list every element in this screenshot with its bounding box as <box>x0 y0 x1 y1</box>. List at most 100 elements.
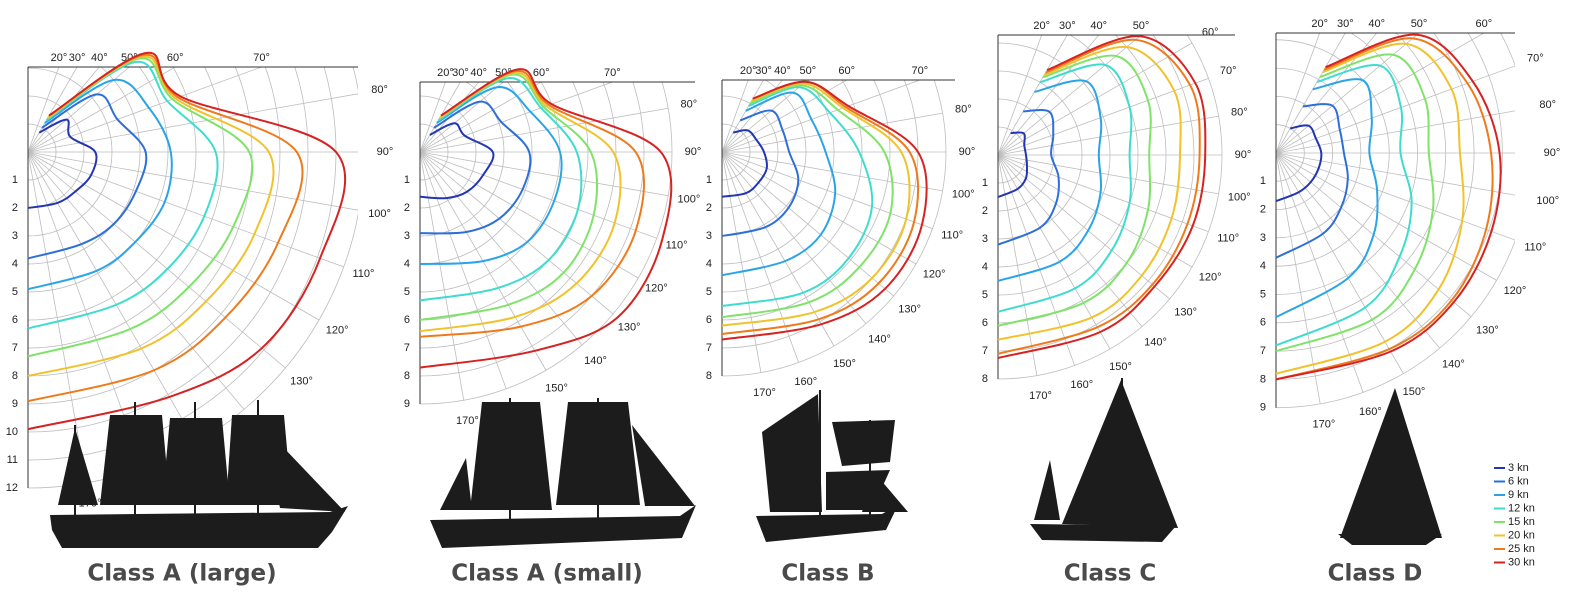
hull <box>50 506 348 548</box>
polar-chart: 12345678920°30°40°50°60°70°80°90°100°110… <box>404 67 701 427</box>
angle-tick-label: 130° <box>898 303 921 315</box>
sail <box>1062 380 1178 528</box>
angle-tick-label: 150° <box>1403 386 1426 398</box>
grid <box>722 80 947 377</box>
chart-title: Class C <box>1064 561 1157 587</box>
r-tick-label: 7 <box>12 342 18 354</box>
r-tick-label: 7 <box>1260 345 1266 357</box>
ship-class-b <box>756 390 908 542</box>
grid-spoke <box>1276 152 1364 393</box>
grid-spoke <box>722 112 943 153</box>
r-tick-label: 1 <box>12 174 18 186</box>
speed-curve <box>27 118 98 209</box>
angle-tick-label: 50° <box>799 65 816 77</box>
r-tick-label: 6 <box>1260 317 1266 329</box>
r-tick-label: 3 <box>404 230 410 242</box>
grid-spoke <box>1276 152 1441 349</box>
angle-tick-label: 50° <box>1133 20 1150 32</box>
polar-chart: 12345678920°30°40°50°60°70°80°90°100°110… <box>1260 18 1561 431</box>
speed-curve <box>27 93 148 260</box>
speed-curve <box>419 70 646 338</box>
grid-arc <box>420 82 645 377</box>
r-tick-label: 1 <box>404 174 410 186</box>
speed-curve <box>27 57 254 358</box>
angle-tick-label: 40° <box>91 52 108 64</box>
speed-curve <box>1275 37 1494 381</box>
r-tick-label: 4 <box>404 258 410 270</box>
speed-curve <box>721 86 874 307</box>
speed-curve <box>1275 53 1435 353</box>
grid-spoke <box>28 67 100 153</box>
angle-tick-label: 60° <box>167 52 184 64</box>
sail <box>762 394 822 512</box>
grid-spoke <box>420 82 614 153</box>
angle-tick-label: 80° <box>1539 99 1556 111</box>
speed-curve <box>419 100 532 235</box>
speed-curve <box>419 71 622 333</box>
angle-tick-label: 30° <box>755 65 772 77</box>
grid-spoke <box>420 82 446 153</box>
grid-spoke <box>420 151 583 346</box>
grid-spoke <box>1276 152 1515 196</box>
grid-spoke <box>28 67 263 153</box>
legend-label: 30 kn <box>1508 556 1535 568</box>
grid-arc <box>1276 33 1503 380</box>
angle-tick-label: 70° <box>604 67 621 79</box>
grid-spoke <box>722 151 917 265</box>
speed-curve <box>721 84 894 319</box>
speed-curve <box>997 35 1207 359</box>
angle-tick-label: 90° <box>377 146 394 158</box>
angle-tick-label: 20° <box>1311 18 1328 30</box>
sail <box>262 425 345 512</box>
angle-tick-label: 110° <box>1217 233 1239 245</box>
grid-spoke <box>420 82 543 153</box>
sail <box>632 425 695 506</box>
grid-spoke <box>722 151 835 347</box>
speed-curve <box>997 79 1103 282</box>
r-tick-label: 2 <box>1260 204 1266 216</box>
r-tick-label: 9 <box>12 398 18 410</box>
speed-curve <box>27 79 173 291</box>
speed-curve <box>721 80 928 341</box>
speed-curve <box>419 68 673 369</box>
r-tick-label: 2 <box>12 202 18 214</box>
speed-curve <box>1275 42 1465 375</box>
angle-tick-label: 160° <box>1359 406 1382 418</box>
speed-curve <box>997 46 1182 341</box>
angle-tick-label: 80° <box>955 103 972 115</box>
angle-tick-label: 160° <box>1070 379 1093 391</box>
angle-tick-label: 30° <box>1059 20 1076 32</box>
angle-tick-label: 120° <box>1504 285 1527 297</box>
grid-spoke <box>1276 33 1346 154</box>
r-tick-label: 3 <box>12 230 18 242</box>
r-tick-label: 4 <box>1260 260 1266 272</box>
speed-curve <box>419 122 495 200</box>
grid-spoke <box>722 80 749 153</box>
r-tick-label: 11 <box>7 454 18 466</box>
grid-spoke <box>998 154 1038 376</box>
grid-spoke <box>28 151 286 369</box>
sail <box>440 458 472 510</box>
speed-curve <box>1275 124 1323 203</box>
r-tick-label: 1 <box>706 174 712 186</box>
speed-curve <box>997 131 1029 198</box>
legend-label: 9 kn <box>1508 489 1529 501</box>
angle-tick-label: 110° <box>353 268 375 280</box>
sail <box>58 428 98 505</box>
angle-tick-label: 170° <box>1313 419 1336 431</box>
angle-tick-label: 90° <box>1544 147 1561 159</box>
r-tick-label: 1 <box>1260 175 1266 187</box>
grid-spoke <box>420 151 507 389</box>
grid-spoke <box>998 115 1219 156</box>
angle-tick-label: 170° <box>456 415 479 427</box>
r-tick-label: 6 <box>706 314 712 326</box>
r-tick-label: 8 <box>12 370 18 382</box>
r-tick-label: 9 <box>1260 402 1266 414</box>
grid-spoke <box>420 151 657 239</box>
angle-tick-label: 170° <box>1029 390 1052 402</box>
r-tick-label: 2 <box>706 202 712 214</box>
angle-tick-label: 90° <box>959 146 976 158</box>
speed-curve <box>997 108 1060 246</box>
